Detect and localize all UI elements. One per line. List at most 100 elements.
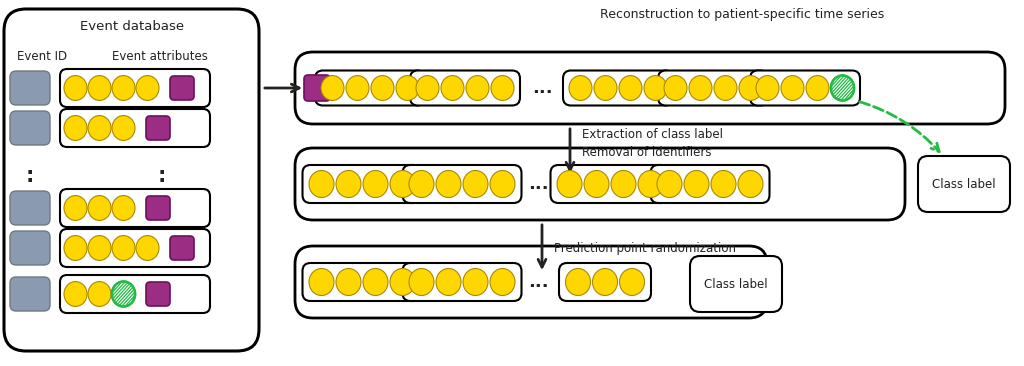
Text: ...: ... <box>527 273 548 291</box>
Ellipse shape <box>490 76 514 100</box>
Ellipse shape <box>136 236 159 261</box>
Ellipse shape <box>490 269 515 295</box>
FancyBboxPatch shape <box>650 165 769 203</box>
FancyBboxPatch shape <box>10 231 50 265</box>
Ellipse shape <box>565 269 591 295</box>
Ellipse shape <box>88 76 111 100</box>
Ellipse shape <box>490 171 515 198</box>
FancyBboxPatch shape <box>170 76 194 100</box>
Ellipse shape <box>88 236 111 261</box>
Ellipse shape <box>63 76 87 100</box>
FancyBboxPatch shape <box>10 71 50 105</box>
Ellipse shape <box>557 171 582 198</box>
Ellipse shape <box>63 281 87 306</box>
FancyBboxPatch shape <box>302 263 422 301</box>
Ellipse shape <box>362 171 388 198</box>
Ellipse shape <box>831 76 854 100</box>
Ellipse shape <box>584 171 609 198</box>
FancyBboxPatch shape <box>750 71 860 105</box>
Ellipse shape <box>436 269 461 295</box>
Ellipse shape <box>638 171 663 198</box>
Text: Extraction of class label
Removal of identifiers: Extraction of class label Removal of ide… <box>582 128 723 160</box>
Ellipse shape <box>569 76 592 100</box>
Ellipse shape <box>611 171 636 198</box>
Ellipse shape <box>396 76 419 100</box>
FancyBboxPatch shape <box>690 256 782 312</box>
Text: Class label: Class label <box>932 178 995 190</box>
Ellipse shape <box>63 195 87 220</box>
Ellipse shape <box>738 171 763 198</box>
Text: Reconstruction to patient-specific time series: Reconstruction to patient-specific time … <box>600 7 885 20</box>
Ellipse shape <box>756 76 779 100</box>
FancyBboxPatch shape <box>146 282 170 306</box>
Ellipse shape <box>664 76 687 100</box>
Ellipse shape <box>88 281 111 306</box>
FancyBboxPatch shape <box>551 165 670 203</box>
Ellipse shape <box>657 171 682 198</box>
Ellipse shape <box>436 171 461 198</box>
Text: Prediction point randomization: Prediction point randomization <box>554 242 736 254</box>
FancyBboxPatch shape <box>295 148 905 220</box>
Ellipse shape <box>416 76 439 100</box>
Text: Class label: Class label <box>705 277 768 291</box>
FancyBboxPatch shape <box>60 109 210 147</box>
FancyBboxPatch shape <box>658 71 768 105</box>
FancyBboxPatch shape <box>315 71 425 105</box>
FancyBboxPatch shape <box>4 9 259 351</box>
Ellipse shape <box>684 171 709 198</box>
Ellipse shape <box>112 76 135 100</box>
Ellipse shape <box>644 76 667 100</box>
FancyBboxPatch shape <box>60 229 210 267</box>
Ellipse shape <box>466 76 489 100</box>
FancyBboxPatch shape <box>10 111 50 145</box>
Ellipse shape <box>739 76 762 100</box>
FancyBboxPatch shape <box>60 275 210 313</box>
Ellipse shape <box>409 269 434 295</box>
Ellipse shape <box>781 76 804 100</box>
FancyBboxPatch shape <box>559 263 651 301</box>
Text: :: : <box>26 166 34 186</box>
FancyBboxPatch shape <box>402 165 521 203</box>
Ellipse shape <box>112 281 135 306</box>
Ellipse shape <box>336 269 361 295</box>
FancyBboxPatch shape <box>563 71 673 105</box>
Ellipse shape <box>371 76 394 100</box>
Ellipse shape <box>463 269 488 295</box>
Ellipse shape <box>336 171 361 198</box>
Ellipse shape <box>711 171 736 198</box>
FancyBboxPatch shape <box>304 75 330 101</box>
Ellipse shape <box>409 171 434 198</box>
Ellipse shape <box>806 76 829 100</box>
Ellipse shape <box>136 76 159 100</box>
Ellipse shape <box>362 269 388 295</box>
Ellipse shape <box>618 76 642 100</box>
Ellipse shape <box>63 236 87 261</box>
Ellipse shape <box>112 236 135 261</box>
Ellipse shape <box>112 195 135 220</box>
Ellipse shape <box>714 76 737 100</box>
Ellipse shape <box>346 76 369 100</box>
Ellipse shape <box>689 76 712 100</box>
FancyBboxPatch shape <box>410 71 520 105</box>
Ellipse shape <box>63 116 87 141</box>
Ellipse shape <box>88 116 111 141</box>
Ellipse shape <box>593 269 617 295</box>
FancyBboxPatch shape <box>60 189 210 227</box>
Ellipse shape <box>309 171 334 198</box>
Text: ...: ... <box>531 79 552 97</box>
Text: ...: ... <box>527 175 548 193</box>
FancyBboxPatch shape <box>146 116 170 140</box>
FancyBboxPatch shape <box>295 246 767 318</box>
FancyBboxPatch shape <box>146 196 170 220</box>
Text: Event attributes: Event attributes <box>112 49 208 63</box>
Ellipse shape <box>321 76 344 100</box>
Ellipse shape <box>112 281 135 306</box>
FancyBboxPatch shape <box>918 156 1010 212</box>
Ellipse shape <box>594 76 617 100</box>
Text: :: : <box>158 166 166 186</box>
Ellipse shape <box>390 269 415 295</box>
Text: Event database: Event database <box>80 19 184 33</box>
FancyBboxPatch shape <box>10 191 50 225</box>
FancyBboxPatch shape <box>302 165 422 203</box>
Text: Event ID: Event ID <box>17 49 67 63</box>
